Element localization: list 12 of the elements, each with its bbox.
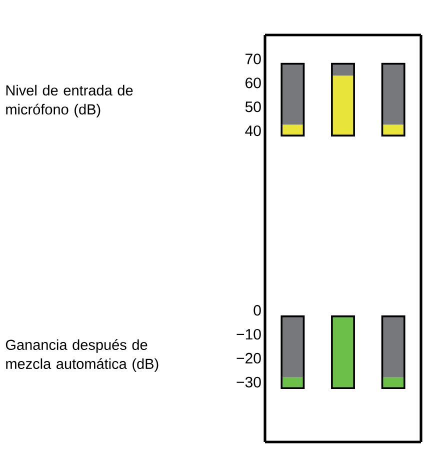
y-tick-label: −30 [236, 376, 261, 388]
bar [282, 64, 304, 125]
y-tick-label: −10 [236, 328, 261, 340]
y-tick-label: 60 [246, 78, 261, 88]
y-tick-label: 40 [245, 125, 261, 136]
y-axis-title: Nivel de entrada de micrófono (dB) [6, 84, 133, 118]
y-tick-label: 70 [246, 54, 261, 64]
y-tick-label: 50 [245, 102, 261, 112]
y-tick-label: 0 [254, 305, 261, 316]
y-tick-label: −20 [236, 352, 261, 364]
y-axis-title: Ganancia después de mezcla automática (dB) [6, 339, 158, 372]
bar [382, 64, 404, 125]
